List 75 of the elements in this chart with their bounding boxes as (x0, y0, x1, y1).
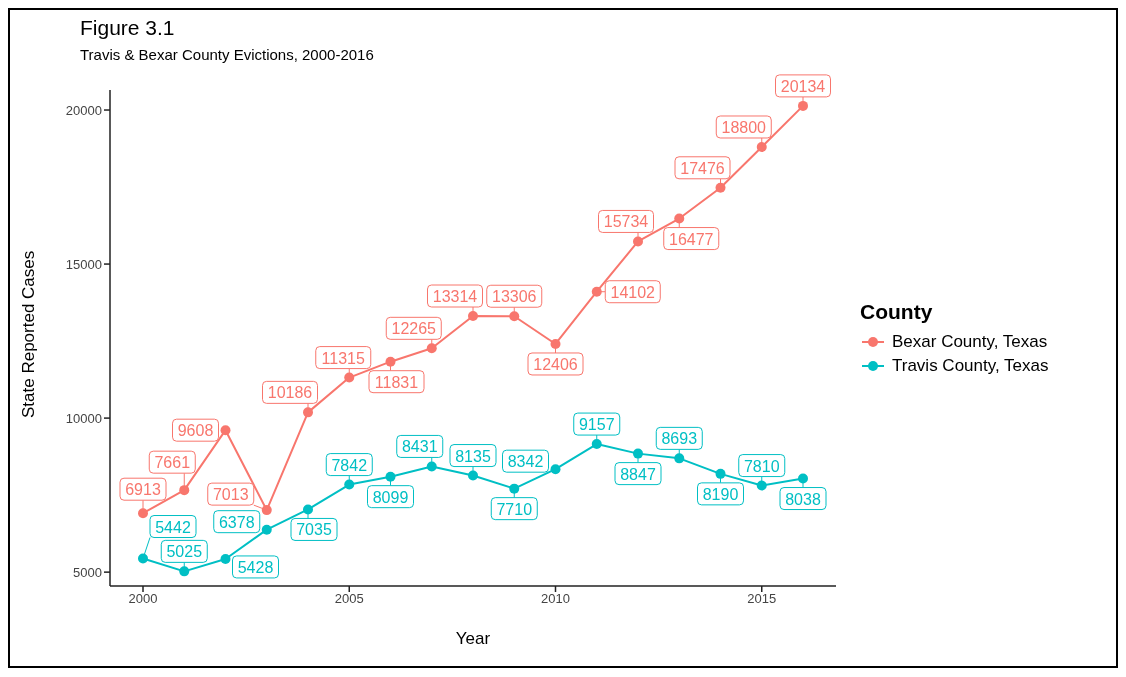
point (756, 141, 767, 152)
point (261, 524, 272, 535)
data-label: 7035 (296, 521, 332, 539)
data-label: 10186 (267, 384, 313, 402)
chart-title: Figure 3.1 (80, 16, 175, 40)
point (468, 311, 478, 321)
point (179, 566, 190, 577)
legend-label: Bexar County, Texas (892, 332, 1048, 352)
data-label: 11831 (374, 373, 419, 391)
point (509, 311, 520, 322)
point (509, 483, 520, 494)
data-label: 6913 (125, 481, 161, 499)
y-tick-label: 5000 (73, 564, 102, 580)
point (798, 473, 808, 484)
y-tick-label: 20000 (65, 102, 102, 118)
point (220, 425, 231, 436)
data-label: 16477 (669, 230, 714, 248)
data-label: 8038 (785, 490, 821, 508)
data-label: 8099 (372, 488, 409, 506)
x-axis-title: Year (455, 629, 491, 648)
x-tick-label: 2010 (541, 591, 570, 607)
data-label: 9608 (177, 422, 214, 440)
data-label: 7661 (154, 454, 191, 472)
point (756, 480, 767, 491)
point (591, 439, 602, 450)
point (550, 464, 561, 475)
x-tick-label: 2015 (747, 591, 777, 607)
legend-label: Travis County, Texas (892, 356, 1049, 376)
data-label: 18800 (721, 118, 767, 136)
y-tick-label: 15000 (65, 256, 102, 272)
data-label: 7710 (496, 500, 533, 518)
data-label: 8693 (661, 430, 698, 448)
point (426, 343, 437, 354)
data-label: 15734 (603, 213, 649, 231)
data-label: 13314 (432, 288, 478, 305)
point (220, 553, 231, 564)
data-label: 8847 (620, 465, 656, 483)
point (715, 468, 726, 479)
data-label: 8135 (455, 447, 491, 465)
legend-title: County (860, 300, 934, 324)
data-label: 7842 (331, 456, 368, 474)
point (674, 453, 685, 464)
data-label: 9157 (578, 416, 615, 434)
point (138, 553, 148, 564)
data-label: 11315 (321, 349, 365, 367)
point (426, 461, 437, 472)
data-label: 14102 (610, 283, 656, 301)
data-label: 13306 (492, 288, 537, 306)
x-tick-label: 2005 (334, 591, 364, 607)
data-label: 8431 (401, 438, 438, 456)
y-axis-title: State Reported Cases (19, 250, 39, 418)
data-label: 8190 (702, 485, 739, 503)
x-tick-label: 2000 (128, 591, 158, 607)
chart-subtitle: Travis & Bexar County Evictions, 2000-2016 (80, 46, 374, 63)
data-label: 8342 (507, 453, 544, 471)
point (674, 213, 685, 224)
data-label: 5025 (166, 543, 203, 561)
point (344, 372, 355, 383)
point (715, 182, 726, 193)
point (591, 286, 602, 297)
point (344, 479, 355, 490)
data-label: 6378 (218, 513, 255, 531)
y-tick-label: 10000 (65, 410, 102, 426)
data-label: 12406 (533, 355, 578, 373)
data-label: 17476 (680, 159, 725, 177)
data-label: 5428 (237, 558, 274, 576)
data-label: 20134 (780, 77, 826, 95)
data-label: 7013 (212, 486, 249, 504)
point (550, 338, 561, 349)
point (633, 236, 643, 247)
data-label: 5442 (155, 518, 191, 536)
point (179, 485, 190, 496)
point (261, 505, 272, 516)
data-label: 12265 (391, 320, 437, 338)
data-label: 7810 (743, 457, 780, 475)
